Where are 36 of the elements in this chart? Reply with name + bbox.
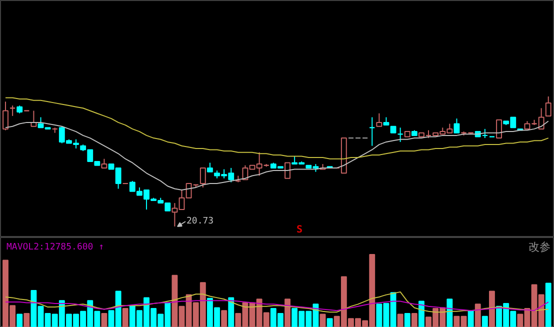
bar xyxy=(411,313,418,327)
candlestick xyxy=(538,108,544,130)
bar xyxy=(320,314,326,327)
candlestick xyxy=(496,119,502,139)
candlestick xyxy=(397,127,404,142)
bar xyxy=(482,316,488,327)
candlestick xyxy=(454,118,460,134)
bar xyxy=(101,313,108,327)
candlestick xyxy=(200,167,206,188)
bar xyxy=(468,310,474,327)
bar xyxy=(228,297,234,327)
text: MAVOL2:12785.600 ↑ xyxy=(6,242,104,252)
candlestick xyxy=(2,101,8,131)
candlestick xyxy=(376,112,382,127)
annotation: 20.73 xyxy=(186,216,214,226)
candlestick xyxy=(284,162,290,179)
bar xyxy=(418,300,424,327)
text: 改参 xyxy=(528,240,550,254)
bar xyxy=(284,298,290,327)
bar xyxy=(489,290,495,327)
bar xyxy=(545,282,552,327)
bar xyxy=(16,314,23,327)
bar xyxy=(397,314,404,327)
bar xyxy=(326,318,333,327)
annotation: S xyxy=(296,224,303,236)
bar xyxy=(122,308,128,327)
bar xyxy=(474,304,481,327)
bar xyxy=(221,310,228,327)
candlestick xyxy=(369,116,376,146)
candlestick xyxy=(10,105,16,116)
bar xyxy=(24,313,30,327)
bar xyxy=(404,313,410,327)
candlestick xyxy=(101,158,108,168)
candlestick xyxy=(206,162,213,172)
candlestick xyxy=(545,96,552,116)
bar xyxy=(446,298,453,327)
